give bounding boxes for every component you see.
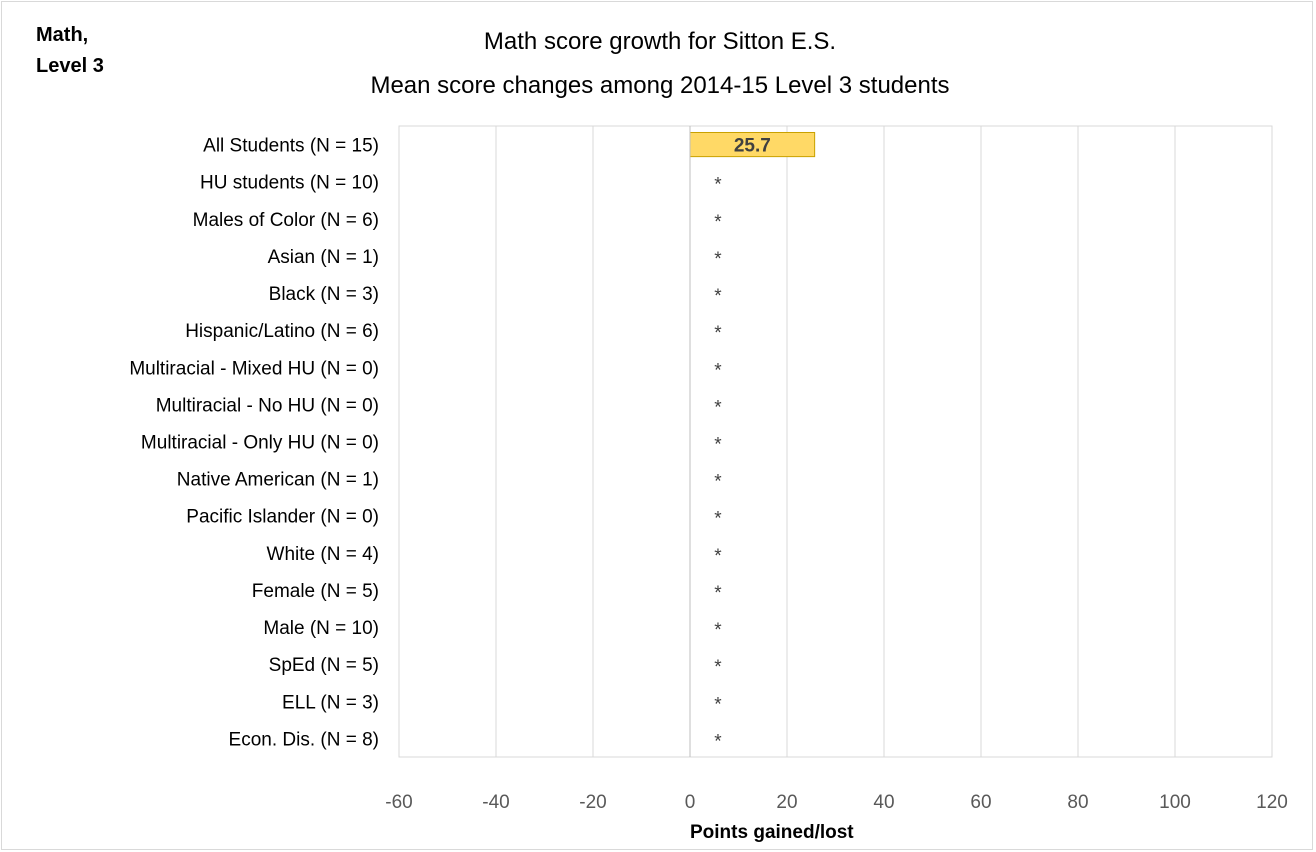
suppressed-marker: *	[714, 657, 722, 678]
suppressed-marker: *	[714, 509, 722, 530]
suppressed-marker: *	[714, 583, 722, 604]
x-tick-label: 120	[1256, 792, 1288, 813]
category-label: Black (N = 3)	[269, 284, 379, 305]
suppressed-marker: *	[714, 212, 722, 233]
category-label: Female (N = 5)	[252, 581, 379, 602]
x-tick-label: 0	[685, 792, 696, 813]
chart-subtitle: Mean score changes among 2014-15 Level 3…	[370, 72, 950, 99]
suppressed-marker: *	[714, 472, 722, 493]
x-tick-label: -20	[579, 792, 606, 813]
bar	[689, 131, 816, 158]
category-label: Multiracial - Only HU (N = 0)	[141, 433, 379, 454]
suppressed-marker: *	[714, 546, 722, 567]
x-tick-label: 100	[1159, 792, 1191, 813]
category-label: Econ. Dis. (N = 8)	[229, 729, 379, 750]
category-label: Multiracial - No HU (N = 0)	[156, 395, 379, 416]
suppressed-marker: *	[714, 175, 722, 196]
x-tick-label: -40	[482, 792, 509, 813]
category-label: HU students (N = 10)	[200, 173, 379, 194]
suppressed-marker: *	[714, 360, 722, 381]
category-label: Asian (N = 1)	[268, 247, 379, 268]
category-label: Native American (N = 1)	[177, 470, 379, 491]
x-tick-label: 80	[1067, 792, 1088, 813]
category-label: ELL (N = 3)	[282, 692, 379, 713]
category-label: Male (N = 10)	[263, 618, 379, 639]
x-axis-label: Points gained/lost	[690, 822, 854, 843]
suppressed-marker: *	[714, 694, 722, 715]
category-label: Hispanic/Latino (N = 6)	[185, 321, 379, 342]
suppressed-marker: *	[714, 323, 722, 344]
suppressed-marker: *	[714, 397, 722, 418]
suppressed-marker: *	[714, 286, 722, 307]
x-tick-label: 60	[970, 792, 991, 813]
chart-title: Math score growth for Sitton E.S.	[483, 28, 837, 55]
category-label: SpEd (N = 5)	[269, 655, 379, 676]
plot-area	[398, 125, 1273, 758]
category-label: Multiracial - Mixed HU (N = 0)	[129, 358, 379, 379]
subject-level-label: Math, Level 3	[36, 24, 104, 77]
bar-value-label: 25.7	[734, 136, 771, 157]
x-tick-label: 20	[776, 792, 797, 813]
suppressed-marker: *	[714, 620, 722, 641]
suppressed-marker: *	[714, 249, 722, 270]
category-label: All Students (N = 15)	[203, 136, 379, 157]
x-tick-label: -60	[385, 792, 412, 813]
suppressed-marker: *	[714, 435, 722, 456]
category-label: Males of Color (N = 6)	[193, 210, 379, 231]
category-label: White (N = 4)	[267, 544, 379, 565]
category-label: Pacific Islander (N = 0)	[186, 507, 379, 528]
suppressed-marker: *	[714, 731, 722, 752]
x-tick-label: 40	[873, 792, 894, 813]
